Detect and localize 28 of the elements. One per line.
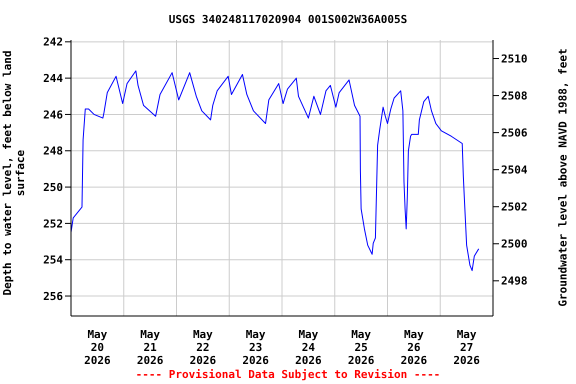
- y-tick-label: 254: [43, 254, 64, 267]
- x-tick-label: May 25 2026: [348, 328, 375, 367]
- y2-tick-label: 2510: [501, 52, 528, 66]
- y2-tick-label: 2504: [501, 164, 528, 177]
- y2-tick-label: 2502: [501, 200, 528, 214]
- x-tick-label: May 22 2026: [190, 328, 216, 367]
- text: ---- Provisional Data Subject to Revision ----: [134, 368, 442, 381]
- y2-axis-title: Groundwater level above NAVD 1988, feet: [556, 47, 570, 309]
- x-tick-label: May 24 2026: [295, 328, 322, 367]
- y-tick-label: 242: [43, 36, 63, 49]
- y2-tick-label: 2508: [501, 89, 528, 102]
- y-tick-label: 244: [43, 72, 64, 86]
- x-tick-label: May 21 2026: [136, 328, 164, 367]
- y-tick-label: 250: [43, 180, 63, 194]
- y2-tick-label: 2506: [501, 126, 528, 140]
- y2-tick-label: 2498: [501, 274, 528, 288]
- y-tick-label: 246: [43, 108, 64, 122]
- line-series: [71, 70, 480, 272]
- y-tick-label: 248: [43, 144, 63, 158]
- y-tick-label: 252: [43, 217, 63, 230]
- chart-title: USGS 340248117020904 001S002W36A005S: [168, 13, 408, 26]
- x-tick-label: May 27 2026: [453, 328, 480, 367]
- y-axis-title: Depth to water level, feet below land surface: [1, 49, 27, 298]
- x-tick-label: May 20 2026: [84, 328, 111, 367]
- x-tick-label: May 23 2026: [242, 328, 270, 367]
- x-tick-label: May 26 2026: [400, 328, 428, 367]
- y2-tick-label: 2500: [501, 238, 528, 251]
- y-tick-label: 256: [43, 290, 64, 303]
